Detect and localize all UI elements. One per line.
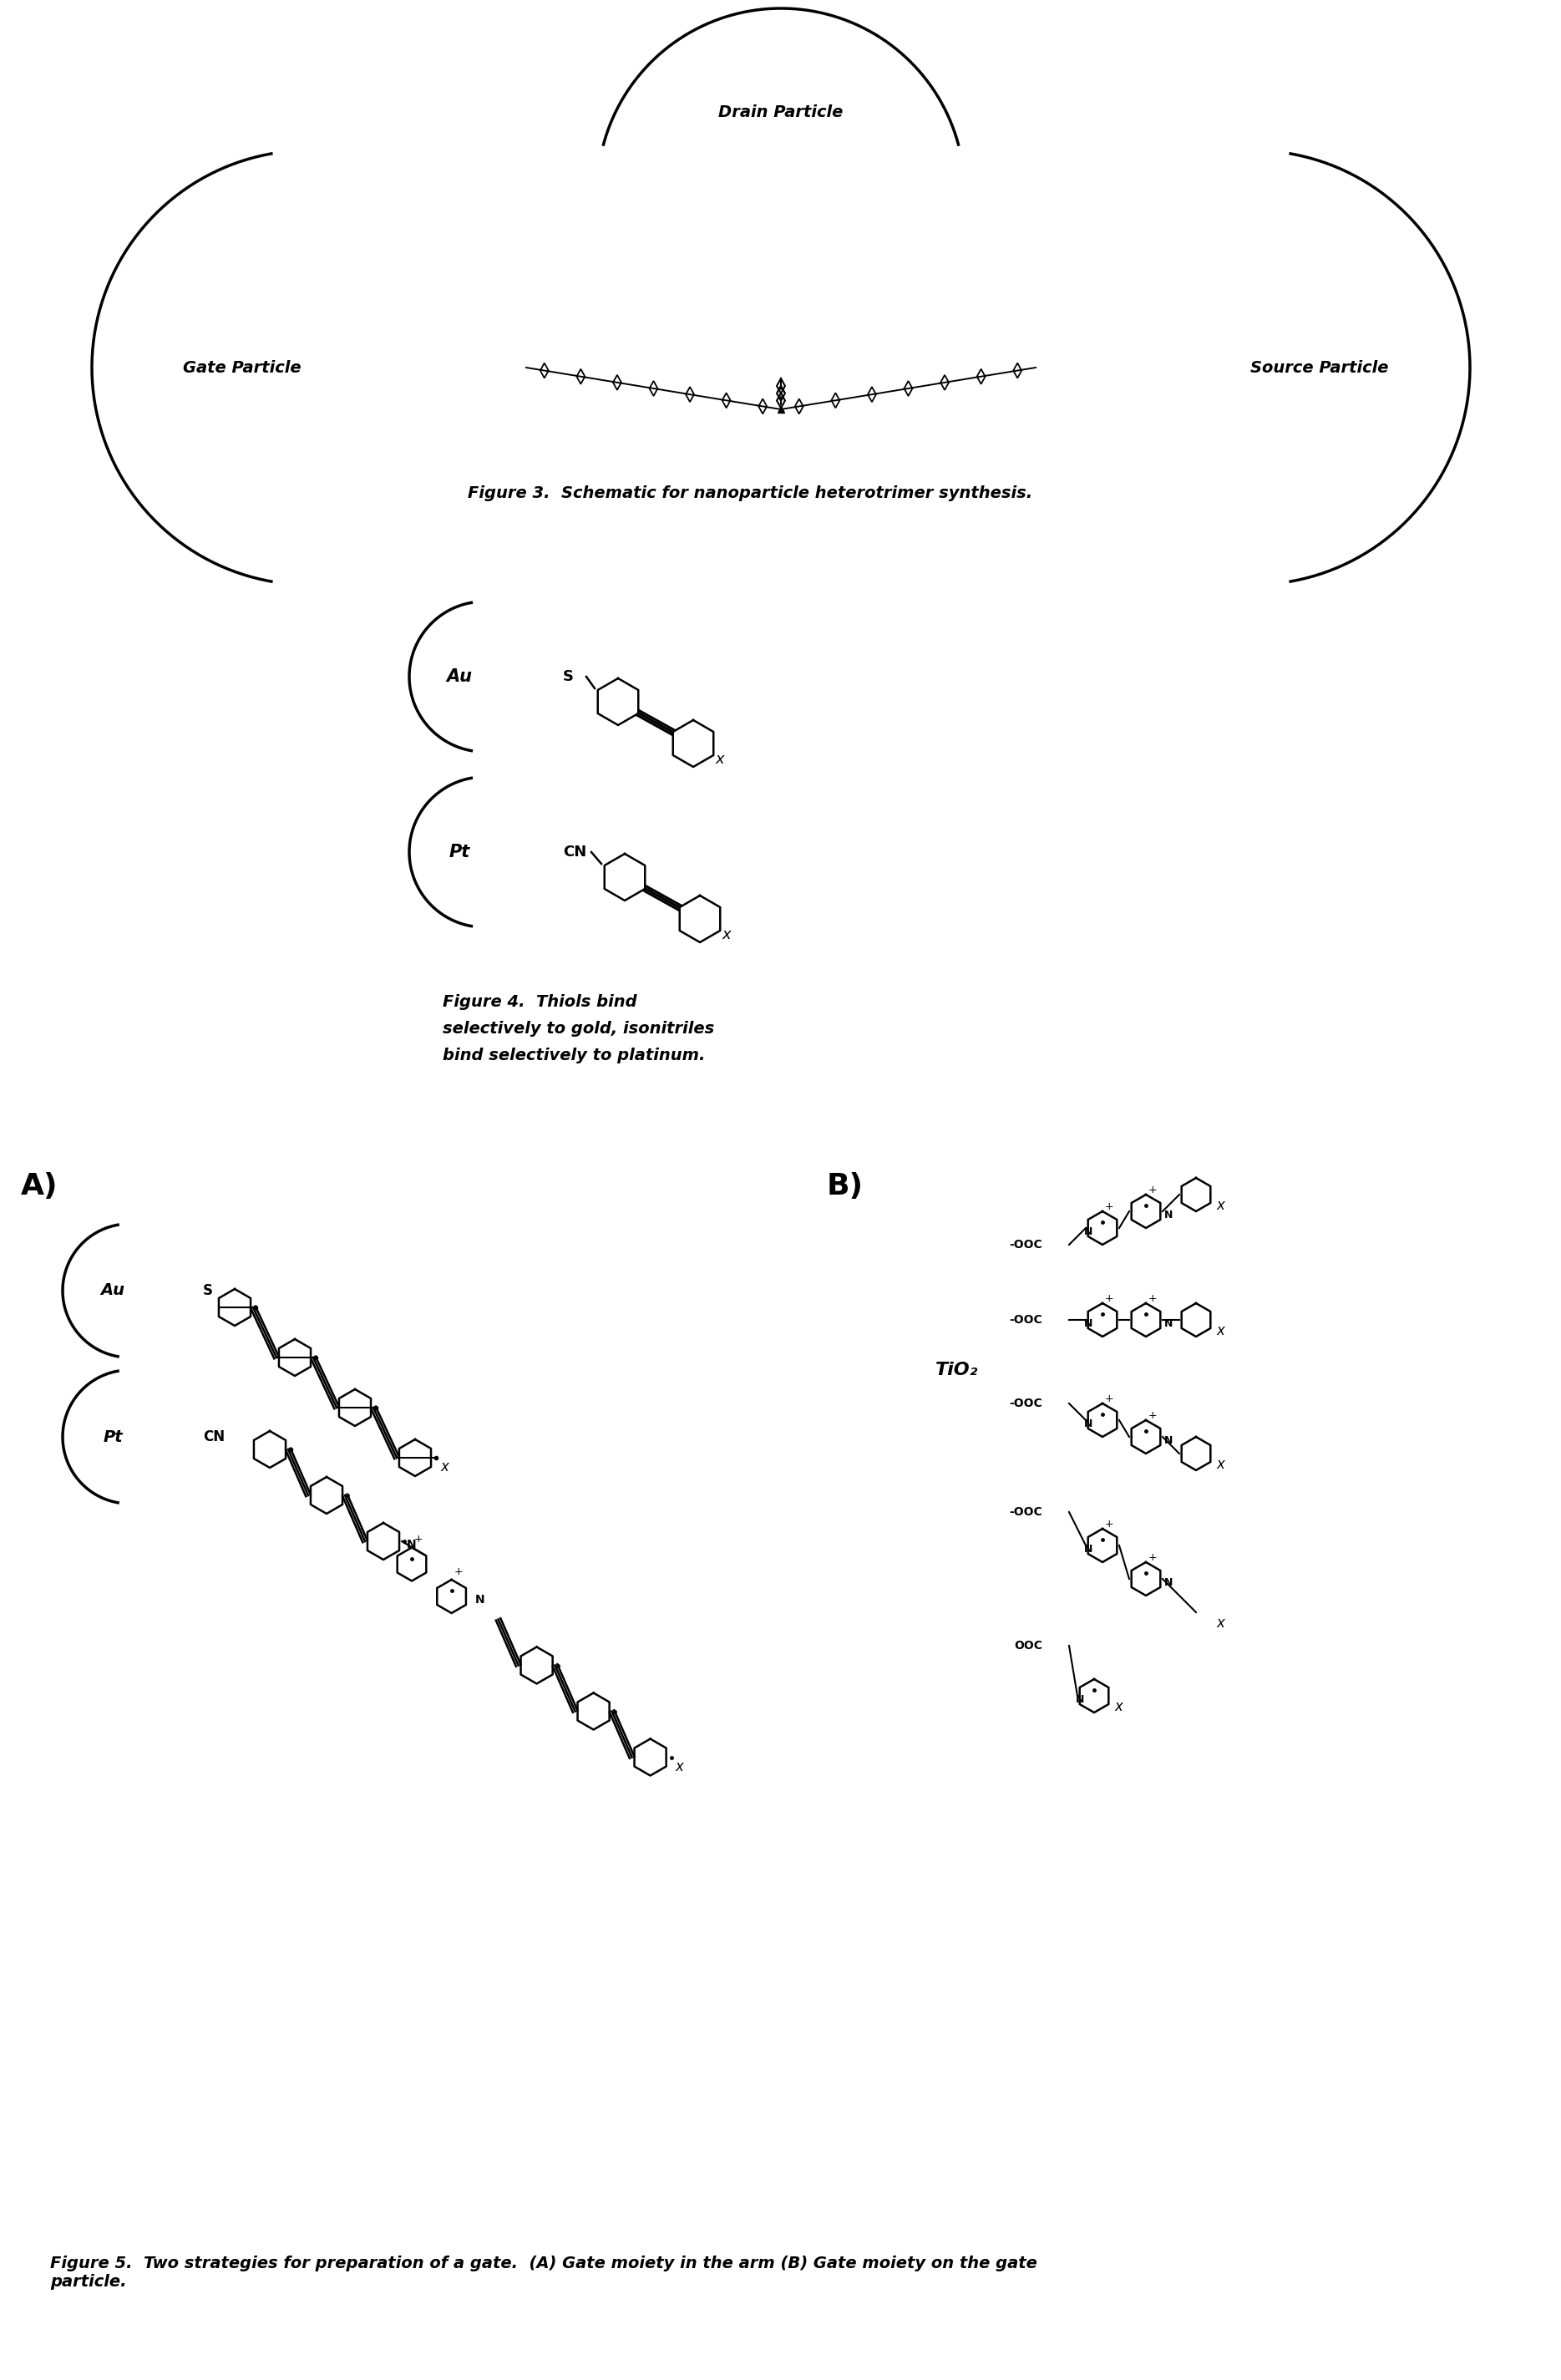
Text: +: + xyxy=(454,1566,464,1578)
Text: N: N xyxy=(407,1540,417,1549)
Text: Drain Particle: Drain Particle xyxy=(718,105,843,121)
Text: N: N xyxy=(1083,1226,1093,1238)
Text: +: + xyxy=(414,1535,423,1545)
Text: x: x xyxy=(676,1759,684,1773)
Text: x: x xyxy=(1216,1197,1224,1214)
Text: Figure 3.  Schematic for nanoparticle heterotrimer synthesis.: Figure 3. Schematic for nanoparticle het… xyxy=(468,486,1032,500)
Text: x: x xyxy=(1216,1457,1224,1471)
Text: Au: Au xyxy=(446,669,473,685)
Text: Gate Particle: Gate Particle xyxy=(183,359,301,376)
Text: N: N xyxy=(1165,1319,1172,1328)
Text: CN: CN xyxy=(564,845,587,859)
Text: +: + xyxy=(1149,1185,1157,1195)
Text: A): A) xyxy=(20,1171,58,1200)
Text: x: x xyxy=(721,928,731,942)
Text: N: N xyxy=(475,1595,484,1607)
Text: B): B) xyxy=(827,1171,863,1200)
Text: CN: CN xyxy=(203,1430,225,1445)
Text: N: N xyxy=(1076,1695,1085,1704)
Text: -OOC: -OOC xyxy=(1008,1240,1043,1250)
Text: N: N xyxy=(1083,1545,1093,1554)
Text: -OOC: -OOC xyxy=(1008,1397,1043,1409)
Text: x: x xyxy=(715,752,724,766)
Text: N: N xyxy=(1165,1578,1172,1587)
Text: selectively to gold, isonitriles: selectively to gold, isonitriles xyxy=(443,1021,715,1038)
Text: +: + xyxy=(1105,1202,1115,1211)
Text: N: N xyxy=(1083,1319,1093,1328)
Text: N: N xyxy=(1165,1209,1172,1221)
Text: Figure 4.  Thiols bind: Figure 4. Thiols bind xyxy=(443,995,637,1009)
Text: +: + xyxy=(1149,1409,1157,1421)
Text: x: x xyxy=(1216,1323,1224,1338)
Text: +: + xyxy=(1149,1292,1157,1304)
Text: Au: Au xyxy=(100,1283,125,1299)
Text: +: + xyxy=(1105,1518,1115,1530)
Text: -OOC: -OOC xyxy=(1008,1507,1043,1518)
Text: +: + xyxy=(1105,1292,1115,1304)
Text: S: S xyxy=(203,1283,212,1297)
Text: Source Particle: Source Particle xyxy=(1250,359,1389,376)
Text: x: x xyxy=(1115,1699,1122,1714)
Text: S: S xyxy=(564,669,574,683)
Text: x: x xyxy=(440,1459,448,1476)
Text: -OOC: -OOC xyxy=(1008,1314,1043,1326)
Text: x: x xyxy=(1216,1616,1224,1630)
Text: N: N xyxy=(1165,1435,1172,1447)
Text: Pt: Pt xyxy=(103,1428,123,1445)
Text: N: N xyxy=(1083,1418,1093,1430)
Text: +: + xyxy=(1149,1552,1157,1564)
Text: Pt: Pt xyxy=(450,845,470,862)
Text: Figure 5.  Two strategies for preparation of a gate.  (A) Gate moiety in the arm: Figure 5. Two strategies for preparation… xyxy=(50,2256,1037,2290)
Text: bind selectively to platinum.: bind selectively to platinum. xyxy=(443,1047,706,1064)
Text: +: + xyxy=(1105,1392,1115,1404)
Text: OOC: OOC xyxy=(1015,1640,1043,1652)
Text: TiO₂: TiO₂ xyxy=(935,1361,979,1378)
